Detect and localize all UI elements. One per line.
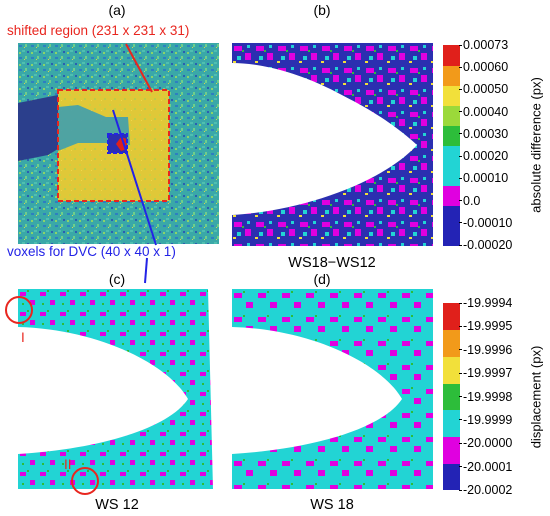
panel-label-d: (d) bbox=[313, 271, 331, 287]
colorbar-swatch bbox=[443, 225, 460, 246]
panel-label-a: (a) bbox=[108, 2, 126, 18]
colorbar-tick-label: 0.00060 bbox=[463, 59, 509, 74]
colorbar-swatch bbox=[443, 165, 460, 186]
colorbar-tick-label: -19.9995 bbox=[463, 319, 513, 334]
colorbar-tick-label: -20.0001 bbox=[463, 459, 513, 474]
colorbar-tick-mark bbox=[459, 442, 462, 444]
colorbar-tick-mark bbox=[459, 44, 462, 46]
panel-c-displacement-ws12 bbox=[18, 289, 219, 489]
panel-a-slice-image bbox=[18, 43, 219, 244]
colorbar-tick-mark bbox=[459, 302, 462, 304]
colorbar-tick-mark bbox=[459, 349, 462, 351]
colorbar-swatch bbox=[443, 409, 460, 438]
colorbar-swatch bbox=[443, 125, 460, 146]
colorbar-tick-mark bbox=[459, 325, 462, 327]
colorbar-tick-mark bbox=[459, 177, 462, 179]
shifted-region-annotation: shifted region (231 x 231 x 31) bbox=[7, 23, 190, 38]
colorbar-swatch bbox=[443, 145, 460, 166]
colorbar-swatch bbox=[443, 105, 460, 126]
colorbar-tick-mark bbox=[459, 155, 462, 157]
colorbar-tick-mark bbox=[459, 244, 462, 246]
panel-d-displacement-ws18 bbox=[232, 289, 433, 489]
colorbar-tick-mark bbox=[459, 133, 462, 135]
colorbar-swatch bbox=[443, 65, 460, 86]
colorbar-tick-mark bbox=[459, 396, 462, 397]
colorbar-tick-label: 0.00020 bbox=[463, 148, 509, 163]
colorbar-tick-mark bbox=[459, 419, 462, 421]
dvc-voxels-annotation: voxels for DVC (40 x 40 x 1) bbox=[7, 244, 176, 259]
panel-label-b: (b) bbox=[313, 2, 331, 18]
colorbar-tick-label: -0.00020 bbox=[463, 237, 513, 252]
colorbar-tick-mark bbox=[459, 200, 462, 202]
colorbar-tick-label: 0.00030 bbox=[463, 126, 509, 141]
colorbar-tick-label: 0.00050 bbox=[463, 82, 509, 97]
panel-b-caption-text: WS18−WS12 bbox=[288, 255, 376, 271]
colorbar-tick-label: 0.00040 bbox=[463, 104, 509, 119]
colorbar-tick-mark bbox=[459, 372, 462, 374]
colorbar-swatch bbox=[443, 329, 460, 357]
colorbar-displacement-title: displacement (px) bbox=[528, 345, 544, 449]
colorbar-swatch bbox=[443, 383, 460, 411]
colorbar-tick-label: -19.9997 bbox=[463, 365, 513, 380]
colorbar-swatch bbox=[443, 436, 460, 464]
colorbar-tick-label: -20.0000 bbox=[463, 436, 513, 450]
colorbar-tick-mark bbox=[459, 66, 462, 68]
colorbar-tick-mark bbox=[459, 466, 462, 468]
colorbar-swatch bbox=[443, 85, 460, 106]
colorbar-tick-label: 0.0 bbox=[463, 193, 481, 208]
panel-d-caption: WS 18 bbox=[310, 497, 354, 513]
colorbar-tick-label: -19.9996 bbox=[463, 342, 513, 357]
colorbar-difference bbox=[443, 45, 460, 246]
marker-one-label: I bbox=[21, 330, 25, 345]
colorbar-difference-title: absolute difference (px) bbox=[528, 77, 544, 213]
colorbar-swatch bbox=[443, 185, 460, 206]
colorbar-displacement bbox=[443, 303, 460, 491]
colorbar-tick-label: -0.00010 bbox=[463, 215, 513, 230]
colorbar-swatch bbox=[443, 356, 460, 384]
colorbar-tick-label: 0.00073 bbox=[463, 37, 509, 52]
colorbar-swatch bbox=[443, 45, 460, 66]
colorbar-tick-label: -19.9998 bbox=[463, 389, 513, 404]
colorbar-swatch bbox=[443, 303, 460, 331]
colorbar-tick-label: 0.00010 bbox=[463, 171, 509, 186]
colorbar-tick-mark bbox=[459, 88, 462, 90]
colorbar-tick-label: -19.9994 bbox=[463, 295, 513, 310]
colorbar-tick-label: -20.0002 bbox=[463, 482, 513, 497]
colorbar-tick-mark bbox=[459, 111, 462, 113]
panel-c-caption: WS 12 bbox=[95, 497, 139, 513]
colorbar-tick-mark bbox=[459, 222, 462, 224]
panel-b-difference-map bbox=[232, 43, 433, 246]
colorbar-swatch bbox=[443, 205, 460, 226]
colorbar-tick-label: -19.9999 bbox=[463, 412, 513, 427]
colorbar-swatch bbox=[443, 463, 460, 491]
marker-two-label: II bbox=[64, 457, 72, 472]
panel-label-c: (c) bbox=[108, 271, 126, 287]
colorbar-tick-mark bbox=[459, 489, 462, 491]
